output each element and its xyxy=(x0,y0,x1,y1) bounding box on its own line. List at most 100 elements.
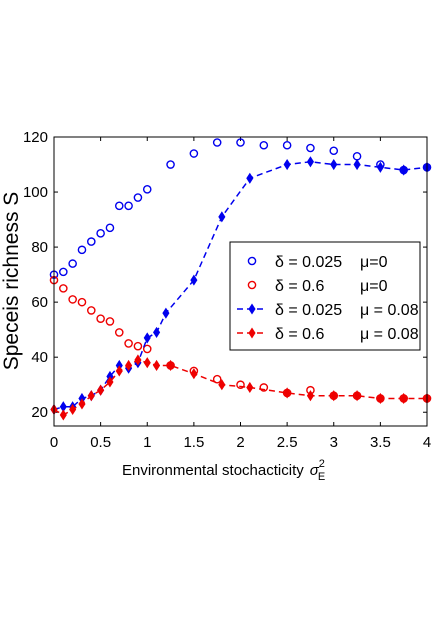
x-tick-label: 3 xyxy=(330,434,338,451)
data-point xyxy=(246,172,254,184)
data-point xyxy=(87,390,95,402)
data-point xyxy=(143,332,151,344)
data-point xyxy=(282,140,292,150)
x-tick-label: 0.5 xyxy=(90,434,111,451)
data-point xyxy=(167,359,175,372)
data-point xyxy=(283,158,291,171)
data-point xyxy=(330,158,338,171)
data-point xyxy=(330,390,338,402)
x-tick-label: 0 xyxy=(50,434,58,451)
legend-box xyxy=(229,241,421,351)
data-point xyxy=(133,193,143,202)
data-point xyxy=(59,409,67,421)
legend-label: δ = 0.025 xyxy=(275,254,342,271)
legend: δ = 0.025 μ=0 δ = 0.6 μ=0 δ = 0.025 μ = 0.08 δ… xyxy=(229,241,421,351)
data-point xyxy=(142,344,152,354)
data-point xyxy=(114,328,124,337)
data-point xyxy=(212,138,222,147)
data-point xyxy=(105,223,115,233)
y-tick-label: 120 xyxy=(23,129,48,146)
data-point xyxy=(134,354,142,366)
legend-label-mu: μ = 0.08 xyxy=(360,326,419,343)
plot-frame xyxy=(53,136,428,427)
data-point xyxy=(77,245,87,255)
data-point xyxy=(376,392,384,405)
data-point xyxy=(59,267,68,277)
data-point xyxy=(259,383,269,392)
legend-label: δ = 0.6 xyxy=(275,326,324,343)
data-point xyxy=(306,143,315,153)
data-point xyxy=(236,138,245,147)
series-layer xyxy=(49,138,432,421)
data-point xyxy=(353,390,361,402)
x-tick-label: 2.5 xyxy=(277,434,298,451)
data-point xyxy=(105,317,115,326)
data-point xyxy=(125,359,133,372)
series-4 xyxy=(50,354,431,421)
data-point xyxy=(190,368,198,380)
legend-marker xyxy=(248,327,256,339)
data-point xyxy=(353,158,361,171)
data-point xyxy=(236,380,245,390)
y-axis-label: Speceis richness S xyxy=(0,192,23,371)
legend-marker xyxy=(247,280,257,290)
x-axis-label: Environmental stochacticity σ2 E xyxy=(122,458,325,483)
y-tick-label: 20 xyxy=(31,404,48,421)
series-2 xyxy=(49,275,432,403)
tick-labels: 0 0.5 1 1.5 2 2.5 3 3.5 4 20 40 60 80 100 120 xyxy=(23,129,431,451)
data-point xyxy=(189,149,199,158)
data-point xyxy=(329,146,339,156)
data-point xyxy=(306,156,314,168)
data-point xyxy=(114,201,124,211)
data-point xyxy=(306,390,314,402)
data-point xyxy=(283,387,291,399)
x-tick-label: 1 xyxy=(143,434,151,451)
data-point xyxy=(124,339,133,348)
data-point xyxy=(87,237,96,246)
legend-marker xyxy=(247,256,257,266)
data-point xyxy=(142,184,152,194)
data-point xyxy=(143,357,151,369)
data-point xyxy=(68,295,77,304)
data-point xyxy=(153,359,161,372)
data-point xyxy=(78,398,86,410)
data-point xyxy=(77,297,87,307)
data-point xyxy=(87,306,96,315)
data-point xyxy=(115,365,123,377)
legend-marker xyxy=(248,303,256,315)
data-point xyxy=(218,211,226,223)
data-point xyxy=(376,161,384,173)
data-point xyxy=(400,392,408,405)
data-point xyxy=(352,151,362,161)
data-point xyxy=(97,384,105,396)
y-tick-label: 60 xyxy=(31,294,48,311)
legend-label: δ = 0.025 xyxy=(275,302,342,319)
x-tick-label: 2 xyxy=(236,434,244,451)
legend-label-mu: μ=0 xyxy=(360,278,388,295)
data-point xyxy=(68,259,77,268)
x-tick-label: 4 xyxy=(423,434,431,451)
data-point xyxy=(153,326,161,338)
data-point xyxy=(96,229,105,238)
x-tick-label: 3.5 xyxy=(370,434,391,451)
data-point xyxy=(96,314,105,323)
legend-label-mu: μ=0 xyxy=(360,254,388,271)
data-point xyxy=(212,374,222,384)
data-point xyxy=(133,341,143,351)
data-point xyxy=(59,284,68,293)
data-point xyxy=(259,140,269,150)
data-point xyxy=(162,307,170,319)
x-tick-label: 1.5 xyxy=(183,434,204,451)
data-point xyxy=(218,379,226,391)
data-point xyxy=(69,403,77,416)
y-tick-label: 80 xyxy=(31,239,48,256)
data-point xyxy=(124,201,133,211)
legend-label: δ = 0.6 xyxy=(275,278,324,295)
data-point xyxy=(166,160,175,169)
data-point xyxy=(190,274,198,286)
data-point xyxy=(400,164,408,176)
y-tick-label: 100 xyxy=(23,184,48,201)
data-point xyxy=(106,376,114,388)
data-point xyxy=(246,381,254,394)
